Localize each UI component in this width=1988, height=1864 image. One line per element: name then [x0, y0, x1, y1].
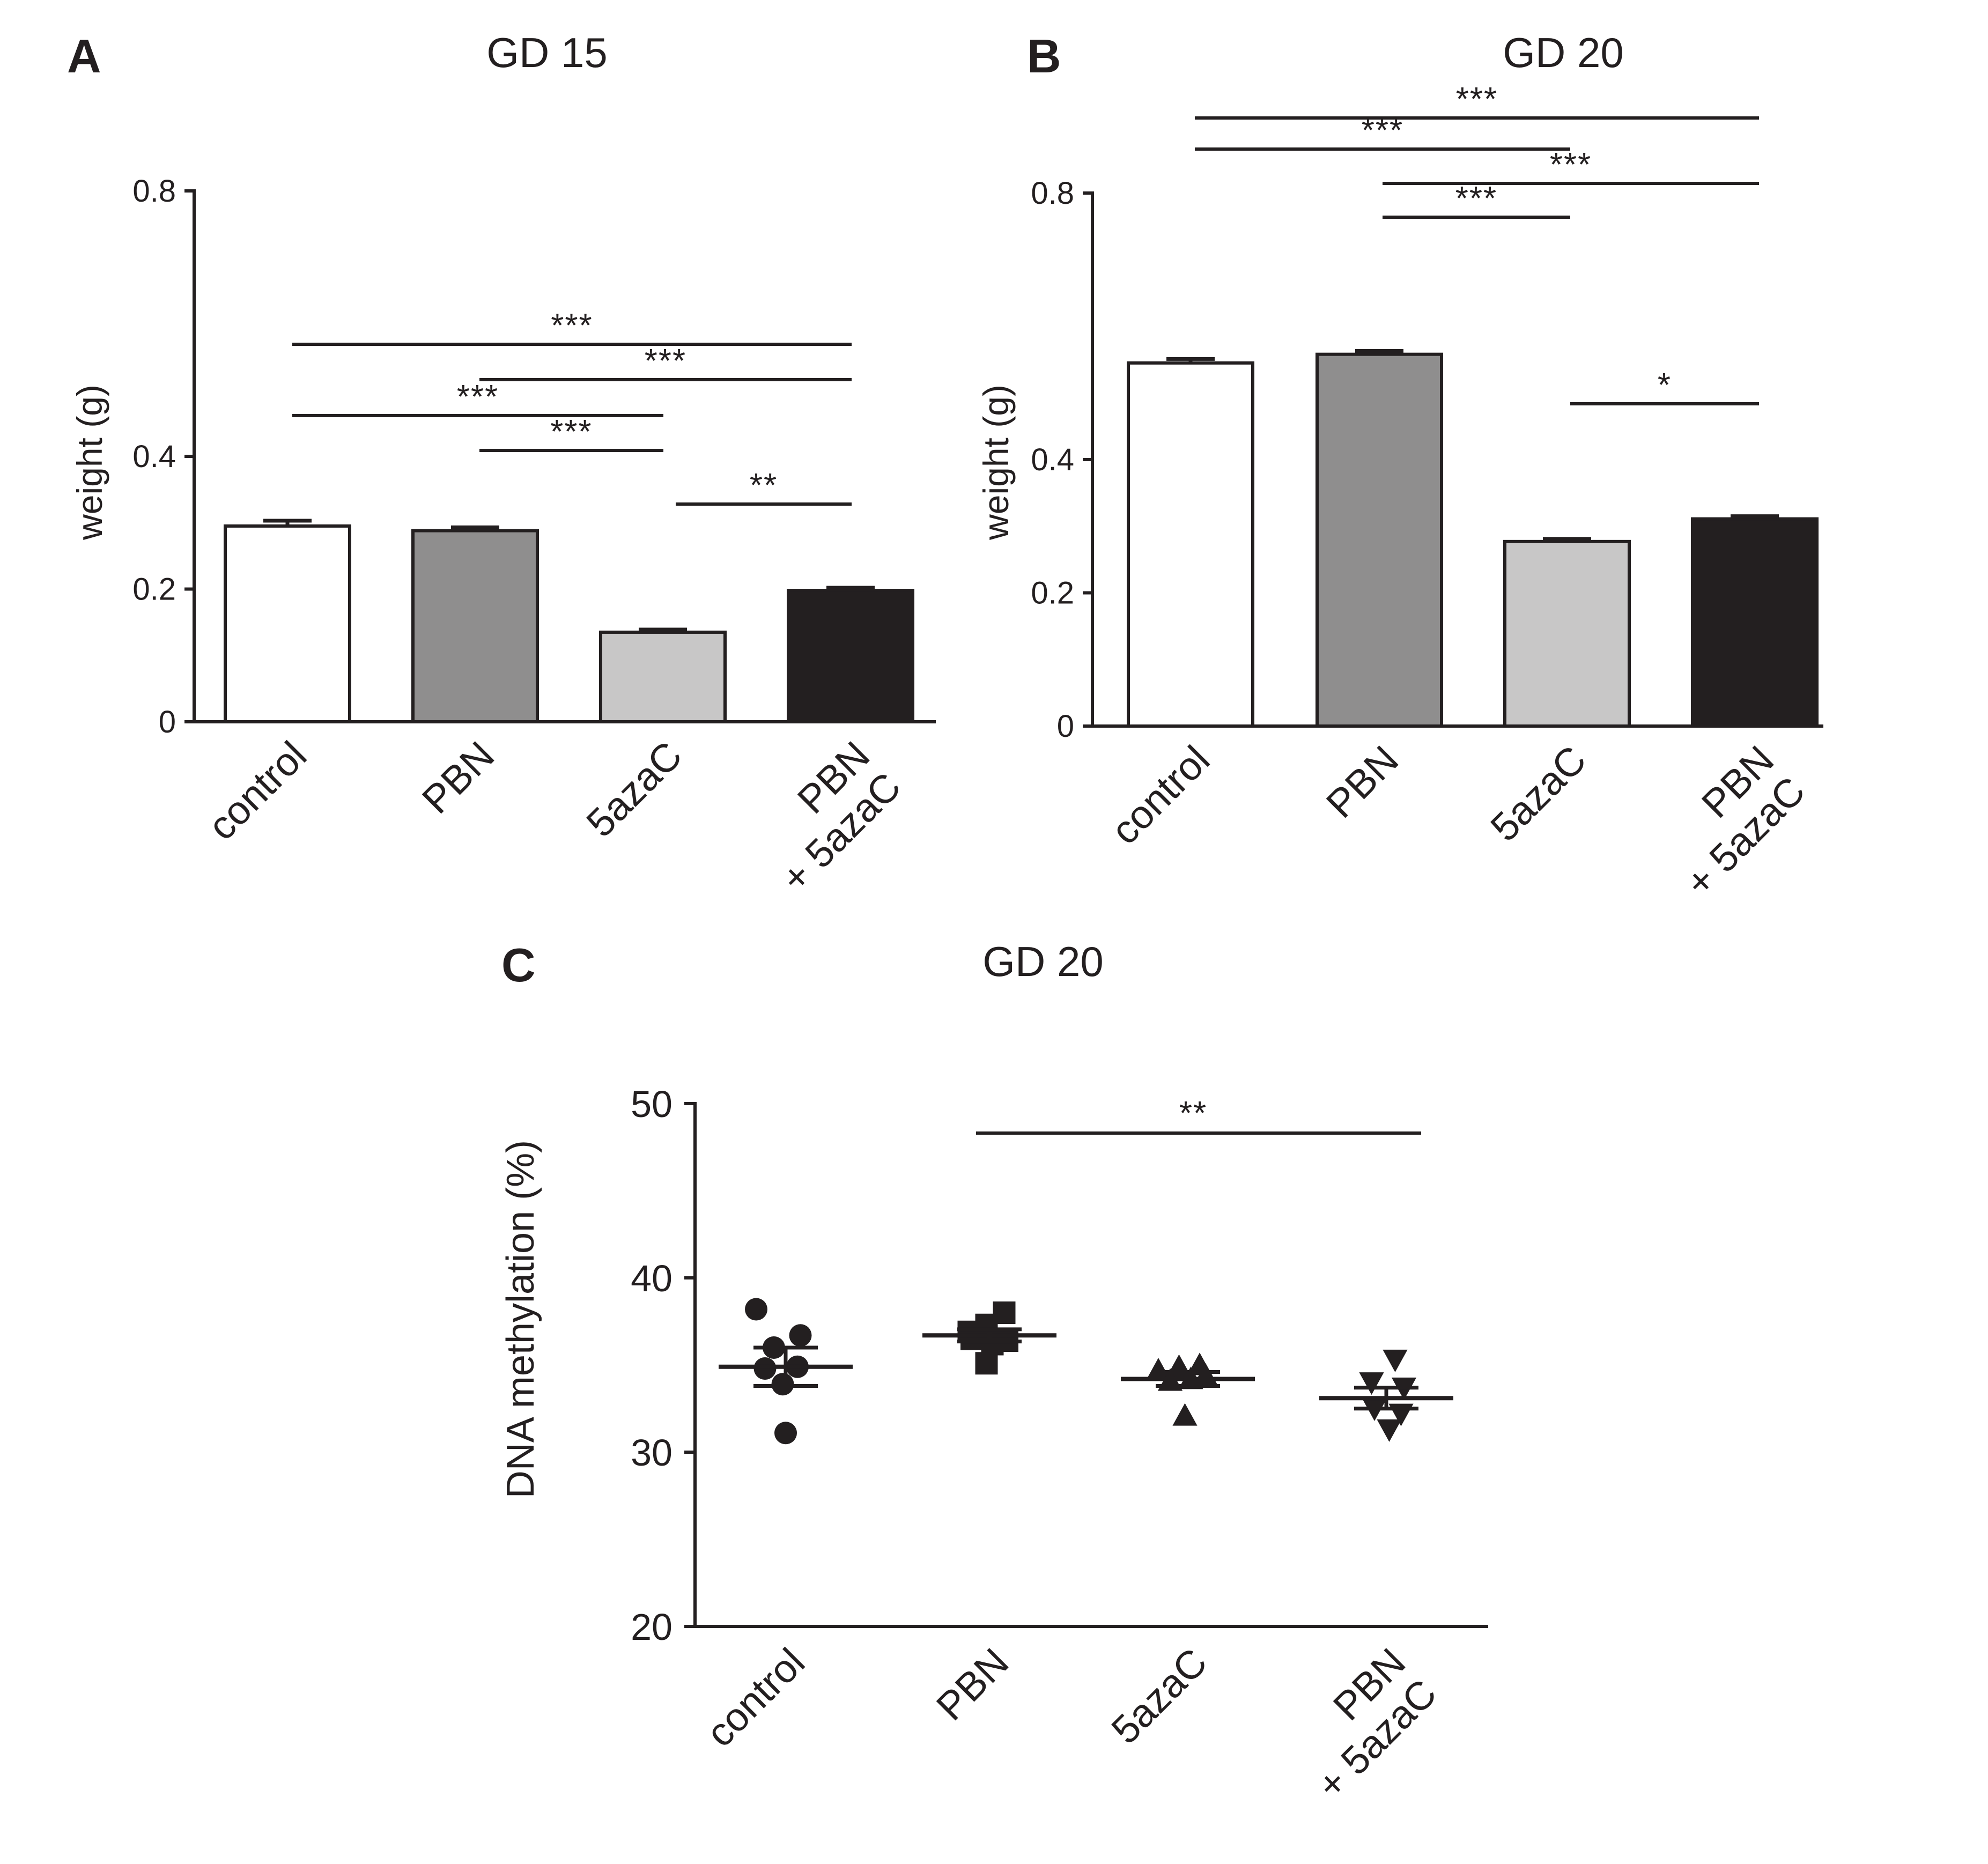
- significance-label: ***: [1455, 180, 1497, 217]
- y-tick-label: 0: [159, 705, 176, 739]
- y-tick-label: 30: [631, 1432, 672, 1474]
- significance-label: *: [1658, 367, 1672, 404]
- panel-a: A GD 15 weight (g) 0 0.2 0.4 0.8 control PBN 5…: [67, 29, 936, 901]
- bar: [1691, 517, 1819, 728]
- data-point: [975, 1352, 998, 1375]
- panel-c-y-axis-title: DNA methylation (%): [499, 1140, 542, 1498]
- bar: [1127, 361, 1254, 728]
- y-tick-label: 0.4: [132, 439, 176, 474]
- panel-a-letter: A: [67, 29, 101, 83]
- category-label-line: PBN: [1318, 737, 1407, 826]
- y-tick-label: 0.2: [132, 572, 176, 607]
- category-label: control: [1103, 737, 1218, 853]
- significance-label: ***: [457, 379, 499, 416]
- panel-c: C GD 20 DNA methylation (%) 20 30 40 50 cont…: [499, 938, 1488, 1808]
- data-point: [1383, 1349, 1408, 1372]
- y-tick-label: 0.4: [1031, 442, 1074, 477]
- significance-label: ***: [1456, 81, 1498, 118]
- panel-b-letter: B: [1027, 29, 1061, 83]
- category-label-line: 5azaC: [1482, 737, 1594, 850]
- category-label: PBN+ 5azaC: [1676, 737, 1813, 905]
- category-label: control: [698, 1640, 814, 1756]
- panel-b-y-axis-title: weight (g): [976, 384, 1016, 541]
- data-point: [1377, 1419, 1402, 1442]
- category-label: 5azaC: [1103, 1640, 1215, 1752]
- category-label-line: control: [698, 1640, 814, 1756]
- y-tick-label: 0.2: [1031, 576, 1074, 611]
- data-point: [1172, 1403, 1198, 1426]
- panel-a-y-axis-title: weight (g): [70, 384, 109, 541]
- category-label: PBN: [928, 1640, 1017, 1729]
- significance-label: **: [1179, 1095, 1207, 1132]
- panel-b-title: GD 20: [1503, 29, 1623, 76]
- data-point: [774, 1422, 797, 1445]
- category-label-line: PBN: [928, 1640, 1017, 1729]
- data-point: [789, 1324, 812, 1347]
- category-label: control: [199, 733, 315, 849]
- category-label-line: control: [199, 733, 315, 849]
- significance-label: ***: [551, 307, 593, 344]
- category-label-line: 5azaC: [1103, 1640, 1215, 1752]
- bar: [1503, 539, 1631, 728]
- category-label: PBN+ 5azaC: [772, 733, 909, 901]
- panel-a-title: GD 15: [486, 29, 607, 76]
- category-label: PBN: [413, 733, 502, 822]
- category-label-line: control: [1103, 737, 1218, 853]
- y-tick-label: 0.8: [132, 174, 176, 209]
- category-label-line: 5azaC: [578, 733, 690, 846]
- category-label: 5azaC: [1482, 737, 1594, 850]
- significance-label: ***: [1550, 146, 1592, 183]
- data-point: [1359, 1372, 1384, 1395]
- data-point: [745, 1298, 767, 1321]
- y-tick-label: 40: [631, 1258, 672, 1299]
- data-point: [960, 1327, 983, 1350]
- bar: [411, 529, 539, 723]
- category-label-line: PBN: [413, 733, 502, 822]
- category-label: 5azaC: [578, 733, 690, 846]
- panel-c-title: GD 20: [982, 938, 1103, 985]
- bar: [224, 524, 351, 723]
- significance-label: ***: [550, 413, 592, 450]
- bar: [599, 630, 727, 723]
- panel-c-letter: C: [501, 938, 536, 992]
- panel-b: B GD 20 weight (g) 0 0.2 0.4 0.8 control PBN 5…: [976, 29, 1823, 905]
- category-label: PBN: [1318, 737, 1407, 826]
- y-tick-label: 50: [631, 1083, 672, 1125]
- significance-label: ***: [645, 343, 686, 380]
- bar: [1316, 352, 1443, 728]
- significance-label: ***: [1362, 112, 1403, 149]
- category-label: PBN+ 5azaC: [1308, 1640, 1445, 1808]
- bar: [787, 588, 914, 723]
- y-tick-label: 0: [1057, 709, 1074, 744]
- panel-c-plot: 20 30 40 50 control PBN 5azaC PBN+ 5azaC **: [631, 1083, 1488, 1808]
- data-point: [1145, 1358, 1171, 1381]
- y-tick-label: 20: [631, 1606, 672, 1648]
- y-tick-label: 0.8: [1031, 176, 1074, 211]
- data-point: [993, 1301, 1016, 1324]
- significance-label: **: [750, 467, 778, 504]
